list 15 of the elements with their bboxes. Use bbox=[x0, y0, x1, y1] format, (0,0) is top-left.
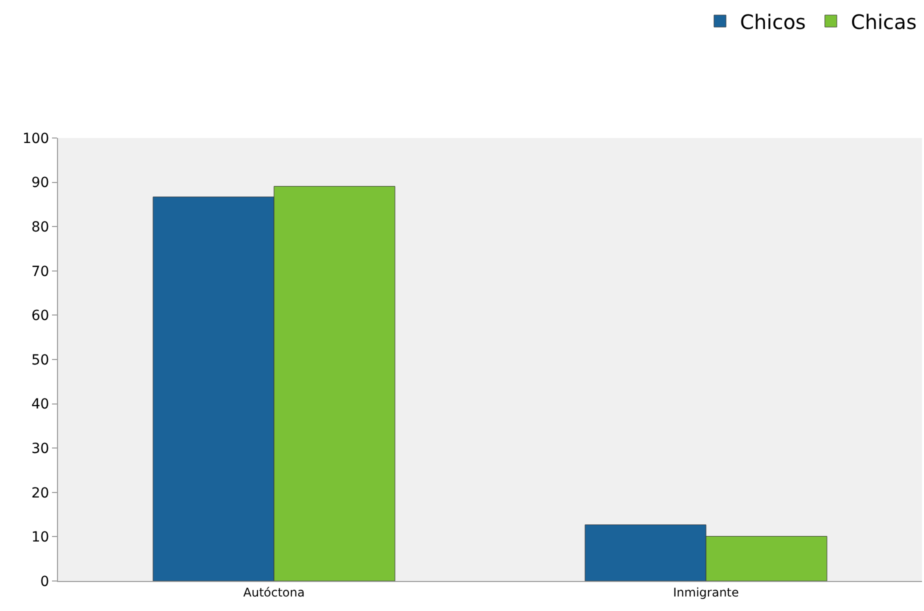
y-tick-label: 20 bbox=[31, 485, 50, 502]
y-tick-label: 90 bbox=[31, 175, 50, 192]
y-tick-label: 80 bbox=[31, 220, 50, 236]
legend-label: Chicos bbox=[740, 10, 806, 34]
y-tick-label: 60 bbox=[31, 308, 50, 324]
y-tick-label: 70 bbox=[31, 264, 50, 280]
x-tick-label: Inmigrante bbox=[673, 585, 739, 600]
y-tick-label: 100 bbox=[22, 130, 50, 147]
y-tick-label: 40 bbox=[31, 396, 50, 413]
x-tick-label: Autóctona bbox=[243, 585, 305, 600]
y-tick-label: 10 bbox=[31, 530, 50, 546]
y-tick-label: 0 bbox=[40, 574, 50, 590]
y-tick-label: 50 bbox=[31, 352, 50, 368]
y-tick-label: 30 bbox=[31, 441, 50, 457]
legend-label: Chicas bbox=[850, 10, 917, 34]
